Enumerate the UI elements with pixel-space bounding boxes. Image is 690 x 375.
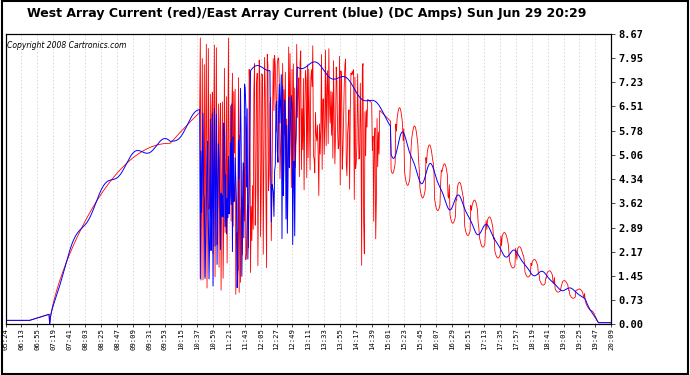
Text: West Array Current (red)/East Array Current (blue) (DC Amps) Sun Jun 29 20:29: West Array Current (red)/East Array Curr… (28, 8, 586, 21)
Text: Copyright 2008 Cartronics.com: Copyright 2008 Cartronics.com (8, 41, 127, 50)
